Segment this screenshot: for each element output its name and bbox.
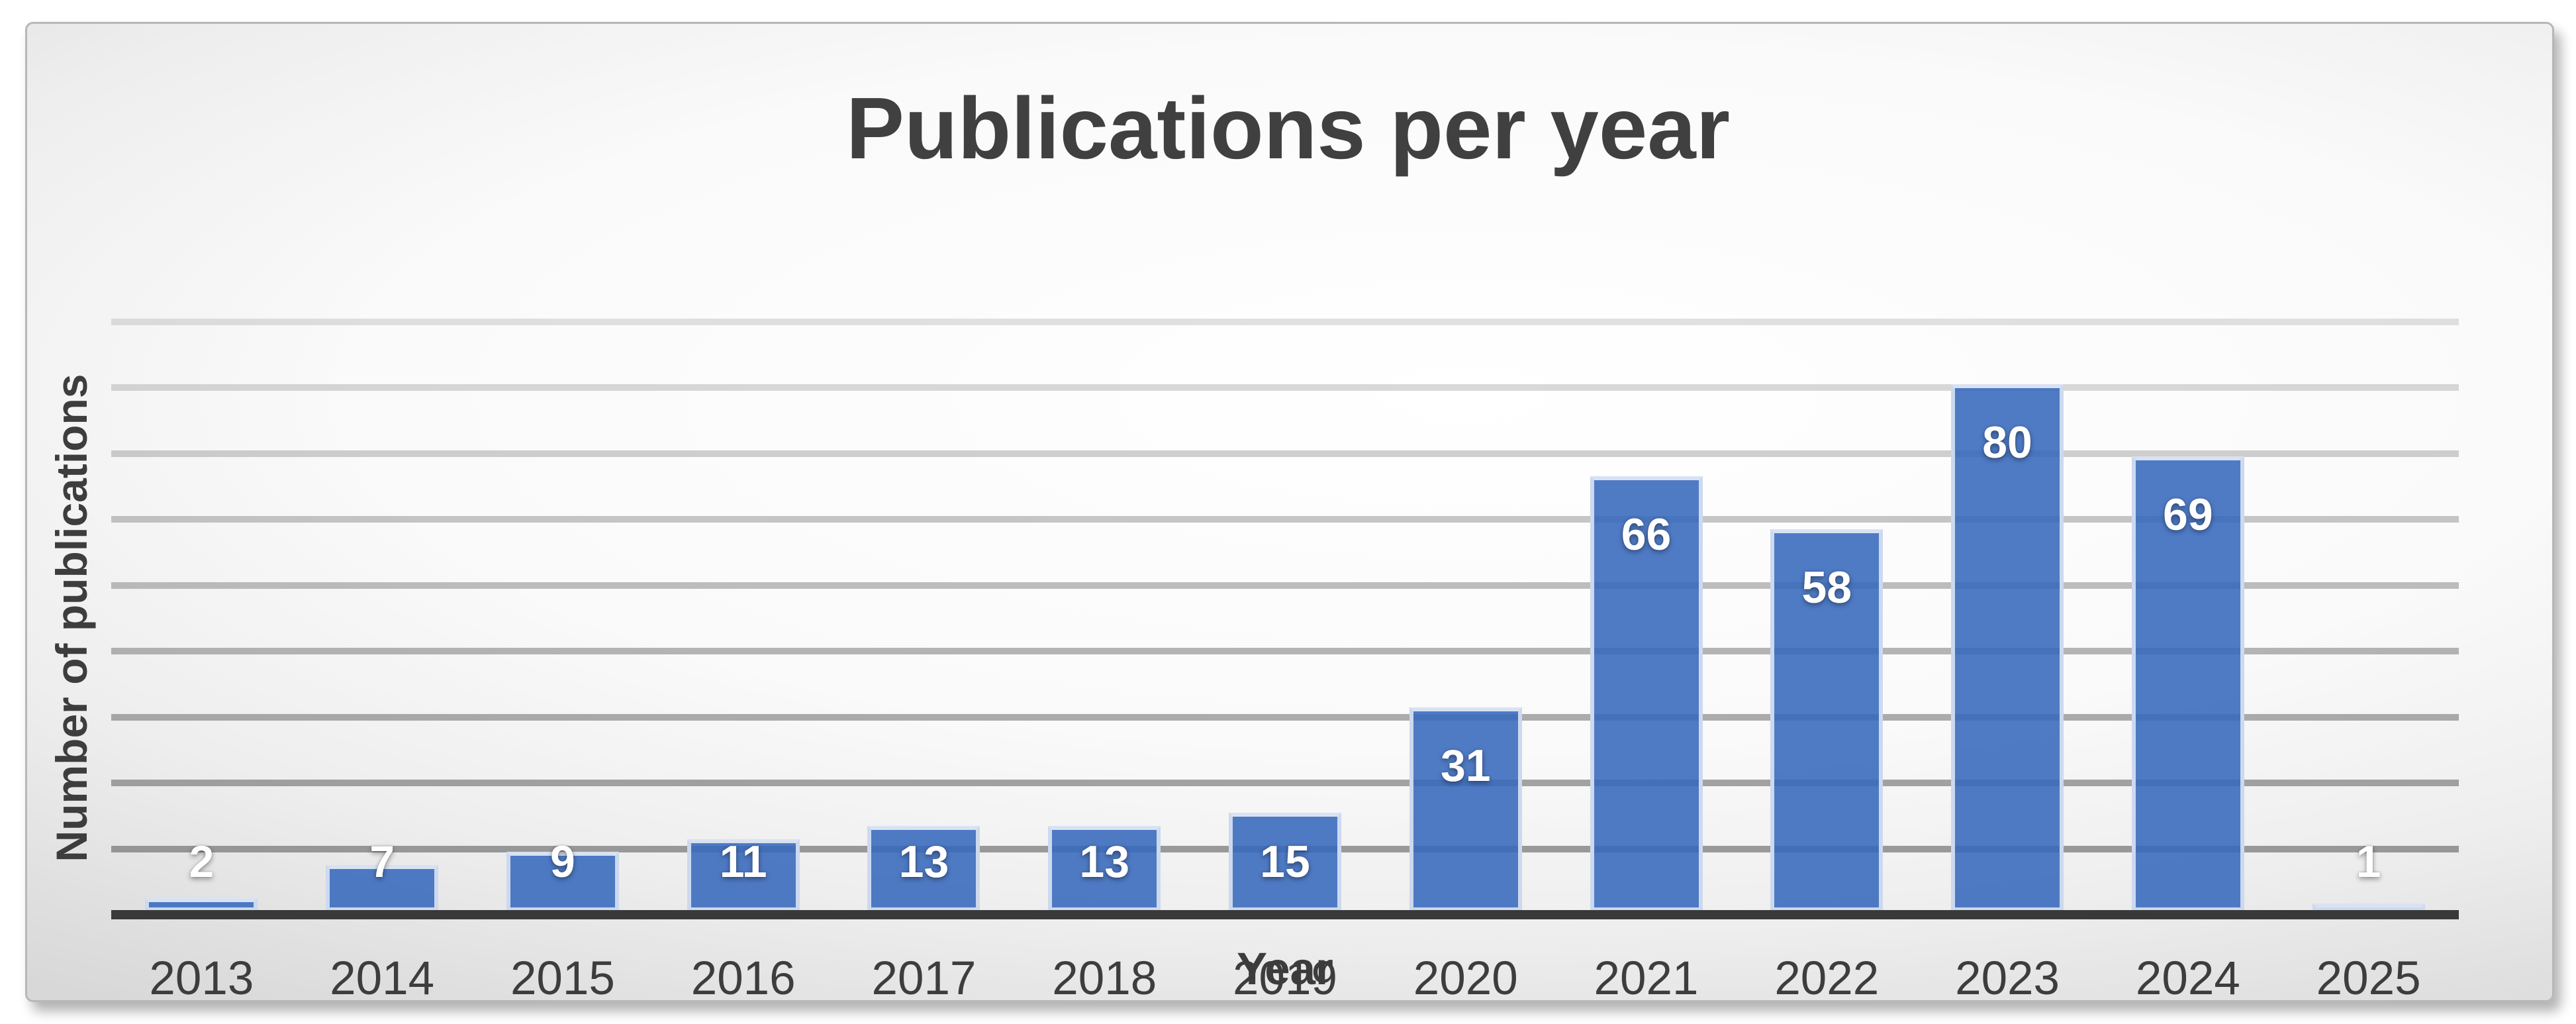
bar-value-label-2019: 15: [1260, 837, 1310, 887]
bar-value-label-2015: 9: [550, 837, 575, 887]
gridline-y30: [111, 713, 2459, 721]
gridline-y80: [111, 384, 2459, 391]
bar-2014: [326, 865, 439, 911]
x-axis-tick-label-2019: 2019: [1233, 952, 1337, 1005]
bar-2022: [1770, 529, 1884, 911]
bar-2015: [506, 852, 619, 911]
bar-2023: [1951, 384, 2064, 911]
x-axis-title: Year: [1237, 943, 1333, 994]
bar-2021: [1590, 476, 1703, 911]
x-axis-line: [111, 910, 2459, 919]
x-axis-tick-label-2023: 2023: [1955, 952, 2060, 1005]
gridline-y50: [111, 582, 2459, 589]
bar-value-label-2017: 13: [898, 837, 949, 887]
bar-value-label-2023: 80: [1982, 417, 2032, 468]
bar-value-label-2018: 13: [1079, 837, 1130, 887]
bar-value-label-2022: 58: [1801, 562, 1852, 613]
x-axis-tick-label-2018: 2018: [1052, 952, 1157, 1005]
gridline-y60: [111, 516, 2459, 523]
gridline-y70: [111, 450, 2459, 457]
x-axis-tick-label-2015: 2015: [510, 952, 615, 1005]
x-axis-tick-label-2022: 2022: [1774, 952, 1880, 1005]
bar-2019: [1229, 812, 1341, 911]
bar-2025: [2312, 903, 2425, 911]
chart-title: Publications per year: [845, 79, 1731, 177]
x-axis-tick-label-2021: 2021: [1594, 952, 1699, 1005]
bar-2017: [867, 825, 980, 911]
x-axis-tick-label-2014: 2014: [330, 952, 435, 1005]
bar-value-label-2014: 7: [369, 837, 395, 887]
bar-value-label-2024: 69: [2163, 489, 2213, 540]
bar-value-label-2020: 31: [1440, 740, 1491, 791]
bar-2024: [2131, 456, 2244, 911]
bar-2020: [1409, 707, 1522, 911]
x-axis-tick-label-2020: 2020: [1413, 952, 1518, 1005]
bar-value-label-2025: 1: [2356, 837, 2381, 887]
x-axis-tick-label-2024: 2024: [2135, 952, 2240, 1005]
x-axis-tick-label-2017: 2017: [871, 952, 977, 1005]
bar-value-label-2021: 66: [1621, 509, 1672, 560]
bar-value-label-2016: 11: [719, 837, 767, 887]
bar-2016: [687, 839, 800, 911]
y-axis-title: Number of publications: [47, 374, 96, 862]
gridline-y40: [111, 648, 2459, 654]
bar-2018: [1048, 825, 1161, 911]
bar-value-label-2013: 2: [189, 837, 215, 887]
bar-2013: [145, 898, 258, 911]
gridline-y90: [111, 318, 2459, 325]
x-axis-tick-label-2025: 2025: [2316, 952, 2421, 1005]
x-axis-tick-label-2016: 2016: [691, 952, 796, 1005]
gridline-y20: [111, 780, 2459, 786]
x-axis-tick-label-2013: 2013: [149, 952, 254, 1005]
